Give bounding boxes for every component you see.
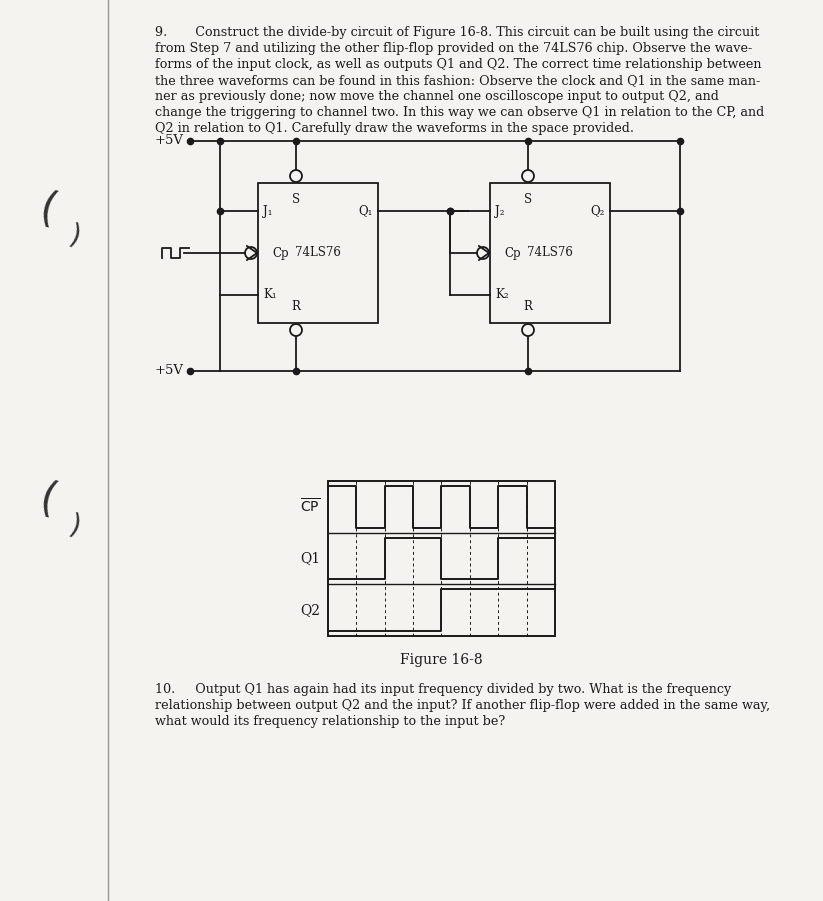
Circle shape bbox=[290, 324, 302, 336]
Bar bbox=[328, 481, 555, 636]
Text: J₂: J₂ bbox=[495, 205, 504, 217]
Text: +5V: +5V bbox=[155, 365, 184, 378]
Text: 10.     Output Q1 has again had its input frequency divided by two. What is the : 10. Output Q1 has again had its input fr… bbox=[155, 683, 732, 696]
Text: Cp: Cp bbox=[504, 247, 521, 259]
Bar bbox=[258, 183, 378, 323]
Text: forms of the input clock, as well as outputs Q1 and Q2. The correct time relatio: forms of the input clock, as well as out… bbox=[155, 58, 761, 71]
Text: R: R bbox=[291, 300, 300, 313]
Text: 9.       Construct the divide-by circuit of Figure 16-8. This circuit can be bui: 9. Construct the divide-by circuit of Fi… bbox=[155, 26, 760, 39]
Text: Figure 16-8: Figure 16-8 bbox=[400, 653, 483, 667]
Text: relationship between output Q2 and the input? If another flip-flop were added in: relationship between output Q2 and the i… bbox=[155, 699, 770, 712]
Text: the three waveforms can be found in this fashion: Observe the clock and Q1 in th: the three waveforms can be found in this… bbox=[155, 74, 760, 87]
Text: Cp: Cp bbox=[272, 247, 289, 259]
Text: 74LS76: 74LS76 bbox=[527, 247, 573, 259]
Circle shape bbox=[477, 247, 489, 259]
Circle shape bbox=[522, 324, 534, 336]
Text: from Step 7 and utilizing the other flip-flop provided on the 74LS76 chip. Obser: from Step 7 and utilizing the other flip… bbox=[155, 42, 752, 55]
Text: what would its frequency relationship to the input be?: what would its frequency relationship to… bbox=[155, 715, 505, 728]
Circle shape bbox=[522, 170, 534, 182]
Text: (: ( bbox=[35, 188, 61, 233]
Text: 74LS76: 74LS76 bbox=[295, 247, 341, 259]
Text: Q₂: Q₂ bbox=[591, 205, 605, 217]
Text: Q1: Q1 bbox=[300, 551, 320, 566]
Text: J₁: J₁ bbox=[263, 205, 272, 217]
Text: ): ) bbox=[66, 221, 84, 250]
Text: +5V: +5V bbox=[155, 134, 184, 148]
Text: S: S bbox=[292, 193, 300, 206]
Text: Q2: Q2 bbox=[300, 603, 320, 617]
Text: ner as previously done; now move the channel one oscilloscope input to output Q2: ner as previously done; now move the cha… bbox=[155, 90, 718, 103]
Text: K₂: K₂ bbox=[495, 288, 509, 302]
Circle shape bbox=[290, 170, 302, 182]
Text: Q₁: Q₁ bbox=[359, 205, 373, 217]
Text: K₁: K₁ bbox=[263, 288, 277, 302]
Bar bbox=[490, 183, 610, 323]
Text: S: S bbox=[524, 193, 532, 206]
Text: Q2 in relation to Q1. Carefully draw the waveforms in the space provided.: Q2 in relation to Q1. Carefully draw the… bbox=[155, 122, 634, 135]
Text: ): ) bbox=[66, 511, 84, 541]
Circle shape bbox=[245, 247, 257, 259]
Text: change the triggering to channel two. In this way we can observe Q1 in relation : change the triggering to channel two. In… bbox=[155, 106, 765, 119]
Text: R: R bbox=[523, 300, 532, 313]
Text: $\overline{\mathrm{CP}}$: $\overline{\mathrm{CP}}$ bbox=[300, 497, 320, 516]
Text: (: ( bbox=[35, 478, 61, 523]
